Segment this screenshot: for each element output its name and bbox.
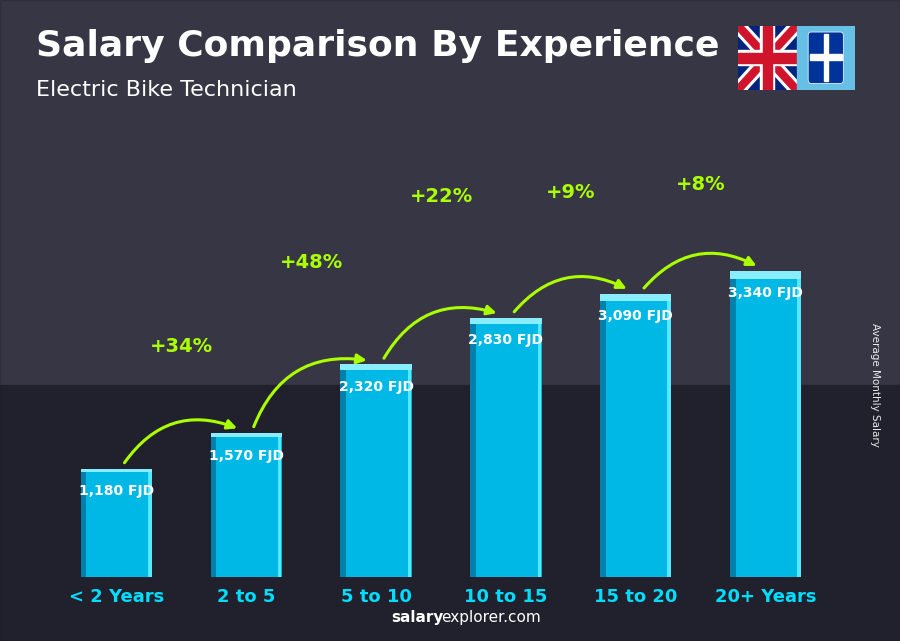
Text: +48%: +48% — [280, 253, 343, 272]
Text: 1,570 FJD: 1,570 FJD — [209, 449, 284, 463]
Bar — [81, 469, 152, 577]
Bar — [760, 26, 774, 90]
Text: +34%: +34% — [149, 337, 213, 356]
Bar — [738, 53, 796, 63]
Bar — [730, 271, 801, 577]
Bar — [600, 294, 606, 577]
Bar — [600, 294, 671, 301]
Bar — [0, 385, 900, 641]
Bar — [537, 318, 541, 577]
Polygon shape — [738, 26, 796, 90]
Bar — [81, 469, 152, 472]
Text: 3,090 FJD: 3,090 FJD — [598, 310, 673, 323]
Text: 2,320 FJD: 2,320 FJD — [338, 380, 414, 394]
Bar — [824, 34, 827, 81]
Bar — [340, 365, 412, 370]
Bar — [470, 318, 476, 577]
Bar — [211, 433, 282, 577]
Bar — [278, 433, 282, 577]
Bar — [470, 318, 542, 324]
Text: Salary Comparison By Experience: Salary Comparison By Experience — [36, 29, 719, 63]
Bar — [408, 365, 411, 577]
Bar — [340, 365, 412, 577]
Bar — [738, 50, 796, 65]
Bar — [730, 271, 735, 577]
Bar — [762, 26, 772, 90]
Polygon shape — [738, 26, 796, 90]
Text: salary: salary — [392, 610, 444, 625]
Bar — [340, 365, 346, 577]
Bar — [797, 271, 801, 577]
Bar — [148, 469, 151, 577]
Bar — [600, 294, 671, 577]
Bar — [0, 0, 900, 385]
Polygon shape — [738, 26, 796, 90]
Bar — [211, 433, 282, 437]
Bar — [668, 294, 670, 577]
Bar — [470, 318, 542, 577]
Bar — [738, 26, 796, 90]
Bar — [796, 26, 855, 90]
Text: Electric Bike Technician: Electric Bike Technician — [36, 80, 297, 100]
Bar — [810, 54, 842, 60]
Text: 2,830 FJD: 2,830 FJD — [468, 333, 544, 347]
Text: +22%: +22% — [410, 187, 472, 206]
Text: Average Monthly Salary: Average Monthly Salary — [869, 322, 880, 447]
Bar — [211, 433, 216, 577]
FancyBboxPatch shape — [808, 32, 843, 83]
Text: 3,340 FJD: 3,340 FJD — [728, 287, 803, 301]
Text: +8%: +8% — [676, 175, 725, 194]
Bar — [730, 271, 801, 279]
Text: +9%: +9% — [546, 183, 596, 202]
Bar — [81, 469, 86, 577]
Text: explorer.com: explorer.com — [441, 610, 541, 625]
Text: 1,180 FJD: 1,180 FJD — [79, 484, 154, 498]
Polygon shape — [738, 26, 796, 90]
